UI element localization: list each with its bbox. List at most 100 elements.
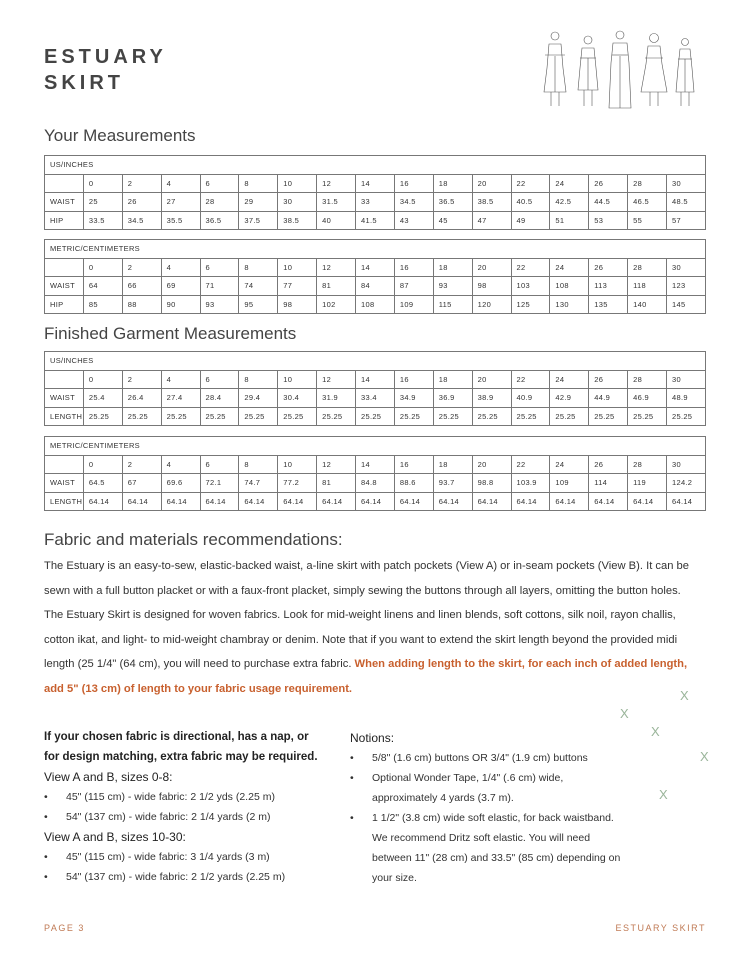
size-cell: 8 [238,454,279,474]
row-label: HIP [44,294,84,314]
unit-label: METRIC/CENTIMETERS [44,436,706,456]
size-cell: 24 [549,454,590,474]
figure-5 [675,38,695,106]
size-cell: 28 [627,369,667,389]
size-cell: 28 [627,257,667,277]
size-cell: 8 [238,369,279,389]
value-cell: 34.9 [393,388,434,408]
size-cell: 18 [432,257,473,277]
size-cell: 6 [199,369,240,389]
value-cell: 64.14 [627,491,667,511]
value-cell: 25.25 [121,406,162,426]
value-cell: 64.14 [432,491,473,511]
size-cell: 20 [471,173,512,193]
size-header-blank [44,257,84,277]
size-cell: 4 [160,173,201,193]
value-cell: 33 [355,192,395,212]
value-cell: 38.5 [277,210,318,230]
value-cell: 33.4 [355,388,395,408]
size-cell: 14 [355,173,395,193]
value-cell: 25.25 [277,406,318,426]
size-cell: 10 [277,173,318,193]
value-cell: 69 [160,276,201,296]
table-size-row: 0 2 4 6 8 10 12 14 16 18 20 22 24 26 28 30 [44,257,706,277]
title-line-1: ESTUARY [44,46,167,68]
value-cell: 42.9 [549,388,590,408]
group-heading: View A and B, sizes 0-8: [44,770,173,784]
size-cell: 24 [549,257,590,277]
cross-stitch-mark: X [651,724,660,739]
value-cell: 28.4 [199,388,240,408]
list-item: 54" (137 cm) - wide fabric: 2 1/2 yards … [44,867,324,887]
value-cell: 93.7 [432,473,473,493]
figure-3 [608,30,632,109]
value-cell: 40.5 [510,192,551,212]
value-cell: 88.6 [393,473,434,493]
table-unit-row: US/INCHES [44,155,706,175]
value-cell: 77.2 [277,473,318,493]
value-cell: 38.9 [471,388,512,408]
value-cell: 25.25 [82,406,123,426]
size-cell: 4 [160,454,201,474]
value-cell: 135 [588,294,629,314]
value-cell: 27.4 [160,388,201,408]
value-cell: 64.14 [238,491,279,511]
value-cell: 25.25 [432,406,473,426]
value-cell: 31.9 [316,388,356,408]
notions: Notions: 5/8" (1.6 cm) buttons OR 3/4" (… [350,728,630,888]
unit-label: METRIC/CENTIMETERS [44,239,706,259]
table-unit-row: METRIC/CENTIMETERS [44,239,706,259]
value-cell: 90 [160,294,201,314]
value-cell: 85 [82,294,123,314]
value-cell: 25.25 [160,406,201,426]
size-cell: 16 [393,257,434,277]
figure-1 [543,31,567,106]
value-cell: 125 [510,294,551,314]
value-cell: 25.25 [549,406,590,426]
size-cell: 0 [82,173,123,193]
size-cell: 18 [432,173,473,193]
value-cell: 64.14 [82,491,123,511]
fabric-requirements: If your chosen fabric is directional, ha… [44,727,324,887]
size-header-blank [44,173,84,193]
section-heading-your-measurements: Your Measurements [44,126,196,145]
size-cell: 30 [666,257,706,277]
value-cell: 25.25 [355,406,395,426]
value-cell: 26 [121,192,162,212]
table-unit-row: METRIC/CENTIMETERS [44,436,706,456]
value-cell: 67 [121,473,162,493]
list-item: 5/8" (1.6 cm) buttons OR 3/4" (1.9 cm) b… [350,748,630,768]
size-cell: 0 [82,369,123,389]
finished-measurements-inches-table: US/INCHES 0 2 4 6 8 10 12 14 16 18 20 22 24 26 28 30 WAIS… [44,351,706,426]
size-cell: 28 [627,454,667,474]
size-cell: 22 [510,257,551,277]
value-cell: 25.25 [393,406,434,426]
row-label: WAIST [44,192,84,212]
size-cell: 20 [471,369,512,389]
value-cell: 25.4 [82,388,123,408]
value-cell: 48.5 [666,192,706,212]
size-cell: 14 [355,369,395,389]
value-cell: 64.14 [510,491,551,511]
value-cell: 57 [666,210,706,230]
section-heading-finished-garment: Finished Garment Measurements [44,324,297,343]
size-cell: 18 [432,454,473,474]
value-cell: 38.5 [471,192,512,212]
directional-fabric-warning: If your chosen fabric is directional, ha… [44,731,318,763]
value-cell: 64.14 [666,491,706,511]
size-cell: 28 [627,173,667,193]
table-unit-row: US/INCHES [44,351,706,371]
value-cell: 119 [627,473,667,493]
size-cell: 12 [316,454,356,474]
value-cell: 25.25 [510,406,551,426]
value-cell: 113 [588,276,629,296]
list-item: 45" (115 cm) - wide fabric: 3 1/4 yards … [44,847,324,867]
value-cell: 46.9 [627,388,667,408]
value-cell: 48.9 [666,388,706,408]
value-cell: 44.5 [588,192,629,212]
table-row: WAIST 64 66 69 71 74 77 81 84 87 93 98 103 108 113 118 1… [44,276,706,296]
size-cell: 26 [588,173,629,193]
size-cell: 2 [121,173,162,193]
value-cell: 81 [316,276,356,296]
value-cell: 64.14 [316,491,356,511]
